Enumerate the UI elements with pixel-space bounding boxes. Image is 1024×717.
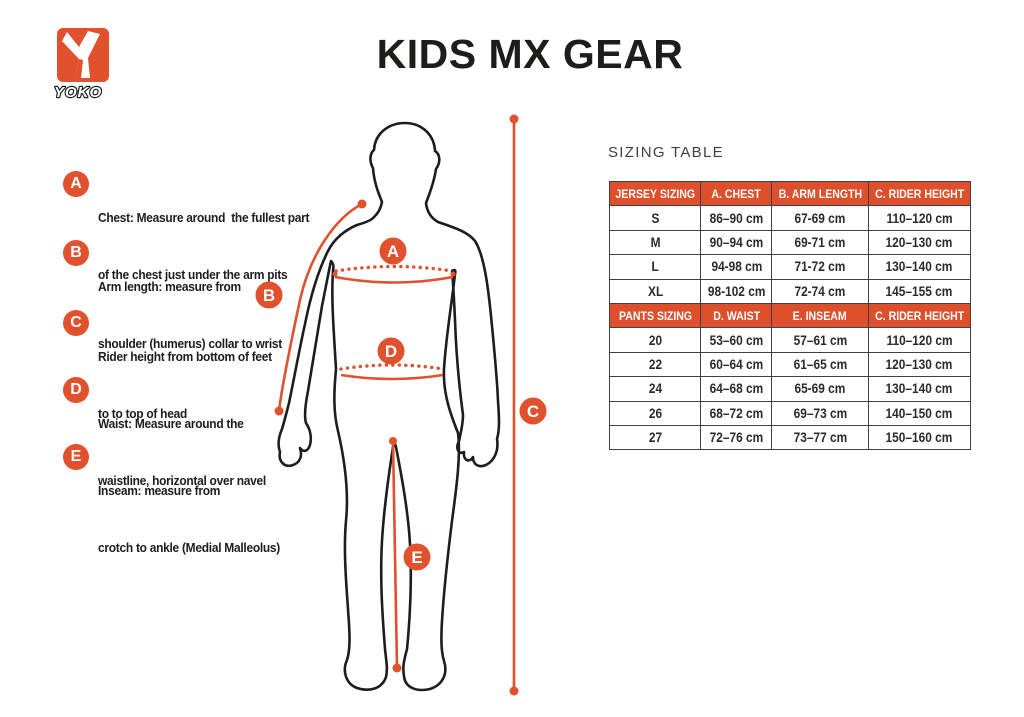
chest-measure-line <box>332 264 456 284</box>
jersey-header-cell: C. RIDER HEIGHT <box>867 180 972 207</box>
marker-arm <box>255 281 283 309</box>
inseam-measure-line <box>389 437 402 673</box>
annotation-rider-height-text: Rider height from bottom of feet to to t… <box>98 349 272 421</box>
pants-header-row: PANTS SIZING D. WAIST E. INSEAM C. RIDER… <box>608 302 972 329</box>
diagram-markers: A B D E C <box>255 237 547 571</box>
badge-c: C <box>63 310 89 336</box>
body-outline <box>277 121 501 692</box>
pants-header-cell: PANTS SIZING <box>608 302 702 329</box>
pants-row: 22 60–64 cm 61–65 cm 120–130 cm <box>608 351 972 378</box>
badge-e: E <box>63 444 89 470</box>
annotation-arm-length: B Arm length: measure from shoulder (hum… <box>63 239 298 391</box>
pants-row: 27 72–76 cm 73–77 cm 150–160 cm <box>608 424 972 451</box>
annotation-waist: D Waist: Measure around the waistline, h… <box>63 376 281 528</box>
annotation-rider-height: C Rider height from bottom of feet to to… <box>63 309 287 461</box>
brand-wordmark: YOKO <box>54 84 102 101</box>
pants-row: 20 53–60 cm 57–61 cm 110–120 cm <box>608 327 972 353</box>
badge-d: D <box>63 377 89 403</box>
annotation-inseam: E Inseam: measure from crotch to ankle (… <box>63 443 296 595</box>
badge-b: B <box>63 240 89 266</box>
jersey-header-cell: B. ARM LENGTH <box>771 180 869 207</box>
svg-text:D: D <box>385 342 397 361</box>
waist-measure-line <box>339 363 445 381</box>
jersey-row: L 94-98 cm 71-72 cm 130–140 cm <box>608 254 972 280</box>
marker-inseam <box>403 543 431 571</box>
svg-text:B: B <box>263 286 275 305</box>
badge-a: A <box>63 171 89 197</box>
brand-logo: YOKO <box>52 24 116 102</box>
jersey-row: M 90–94 cm 69-71 cm 120–130 cm <box>608 229 972 256</box>
jersey-header-row: JERSEY SIZING A. CHEST B. ARM LENGTH C. … <box>608 180 972 207</box>
annotation-arm-length-text: Arm length: measure from shoulder (humer… <box>98 279 282 351</box>
marker-waist <box>377 337 405 365</box>
jersey-row: S 86–90 cm 67-69 cm 110–120 cm <box>608 205 972 231</box>
yoko-y-glyph <box>62 31 100 78</box>
sizing-table-title: SIZING TABLE <box>608 144 724 161</box>
height-measure-line <box>509 114 519 696</box>
annotation-inseam-text: Inseam: measure from crotch to ankle (Me… <box>98 483 281 555</box>
marker-chest <box>379 237 407 265</box>
pants-header-cell: E. INSEAM <box>771 302 869 329</box>
annotation-waist-text: Waist: Measure around the waistline, hor… <box>98 416 266 488</box>
pants-header-cell: D. WAIST <box>700 302 773 329</box>
pants-row: 24 64–68 cm 65-69 cm 130–140 cm <box>608 376 972 402</box>
jersey-header-cell: JERSEY SIZING <box>608 180 702 207</box>
jersey-row: XL 98-102 cm 72-74 cm 145–155 cm <box>608 278 972 304</box>
pants-row: 26 68–72 cm 69–73 cm 140–150 cm <box>608 400 972 426</box>
annotation-chest-text: Chest: Measure around the fullest part o… <box>98 210 310 282</box>
pants-header-cell: C. RIDER HEIGHT <box>867 302 972 329</box>
page-title: KIDS MX GEAR <box>376 31 684 77</box>
svg-text:C: C <box>527 402 539 421</box>
jersey-header-cell: A. CHEST <box>700 180 773 207</box>
svg-text:A: A <box>387 242 399 261</box>
svg-text:E: E <box>411 548 422 567</box>
marker-height <box>519 397 547 425</box>
body-measurement-diagram: A B D E C <box>255 114 547 696</box>
sizing-table: JERSEY SIZING A. CHEST B. ARM LENGTH C. … <box>608 180 972 451</box>
annotation-chest: A Chest: Measure around the fullest part… <box>63 170 328 322</box>
yoko-logo-icon: YOKO <box>53 28 109 102</box>
arm-measure-line <box>274 199 367 416</box>
